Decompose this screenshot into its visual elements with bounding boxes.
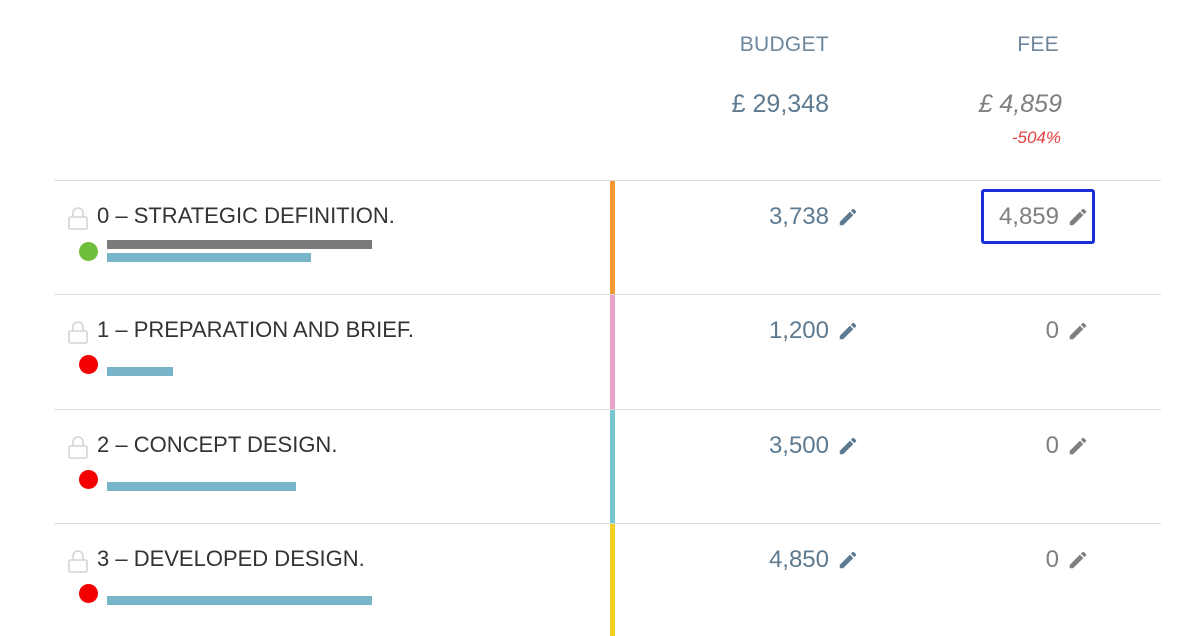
progress-bar-secondary xyxy=(107,253,311,262)
fee-value: 0 xyxy=(1045,317,1059,344)
fee-percent: -504% xyxy=(1011,128,1061,147)
pencil-icon[interactable] xyxy=(1067,320,1089,342)
lock-icon[interactable] xyxy=(68,320,88,344)
stage-title: 0 – STRATEGIC DEFINITION. xyxy=(97,203,395,228)
budget-cell[interactable]: 3,500 xyxy=(769,432,859,460)
lock-icon[interactable] xyxy=(68,549,88,573)
pencil-icon[interactable] xyxy=(837,549,859,571)
status-dot-red xyxy=(79,355,98,374)
stage-accent-bar xyxy=(610,410,615,524)
selected-cell-outline xyxy=(981,189,1095,244)
fee-cell[interactable]: 0 xyxy=(1046,317,1089,345)
stage-title: 2 – CONCEPT DESIGN. xyxy=(97,432,338,457)
budget-value: 3,738 xyxy=(768,203,829,230)
budget-cell[interactable]: 1,200 xyxy=(769,317,859,345)
progress-bar-primary xyxy=(107,240,372,249)
budget-value: 1,200 xyxy=(768,317,829,344)
budget-column-header: BUDGET xyxy=(739,33,829,56)
budget-value: 4,850 xyxy=(768,546,829,573)
budget-value: 3,500 xyxy=(768,432,829,459)
fee-value: 0 xyxy=(1045,546,1059,573)
pencil-icon[interactable] xyxy=(1067,549,1089,571)
status-dot-red xyxy=(79,470,98,489)
fee-value: 0 xyxy=(1045,432,1059,459)
status-dot-red xyxy=(79,584,98,603)
stage-accent-bar xyxy=(610,524,615,636)
fee-cell[interactable]: 4,859 xyxy=(999,203,1089,231)
stage-accent-bar xyxy=(610,295,615,409)
progress-bar-secondary xyxy=(107,367,173,376)
fee-cell[interactable]: 0 xyxy=(1046,432,1089,460)
pencil-icon[interactable] xyxy=(837,206,859,228)
stage-title: 1 – PREPARATION AND BRIEF. xyxy=(97,317,415,342)
total-budget: £ 29,348 xyxy=(731,90,829,118)
stage-row-0: 0 – STRATEGIC DEFINITION. 3,738 4,859 xyxy=(54,180,1161,295)
budget-cell[interactable]: 4,850 xyxy=(769,546,859,574)
status-dot-green xyxy=(79,242,98,261)
stage-row-2: 2 – CONCEPT DESIGN. 3,500 0 xyxy=(54,409,1161,524)
pencil-icon[interactable] xyxy=(1067,206,1089,228)
stage-row-1: 1 – PREPARATION AND BRIEF. 1,200 0 xyxy=(54,294,1161,409)
progress-bar-secondary xyxy=(107,596,372,605)
fee-value: 4,859 xyxy=(998,203,1059,230)
fee-cell[interactable]: 0 xyxy=(1046,546,1089,574)
stage-accent-bar xyxy=(610,181,615,295)
stage-title: 3 – DEVELOPED DESIGN. xyxy=(97,546,365,571)
fee-column-header: FEE xyxy=(1017,33,1059,56)
total-fee: £ 4,859 xyxy=(978,90,1062,118)
stage-row-3: 3 – DEVELOPED DESIGN. 4,850 0 xyxy=(54,523,1161,636)
pencil-icon[interactable] xyxy=(837,435,859,457)
lock-icon[interactable] xyxy=(68,206,88,230)
pencil-icon[interactable] xyxy=(1067,435,1089,457)
lock-icon[interactable] xyxy=(68,435,88,459)
budget-cell[interactable]: 3,738 xyxy=(769,203,859,231)
progress-bar-secondary xyxy=(107,482,296,491)
pencil-icon[interactable] xyxy=(837,320,859,342)
